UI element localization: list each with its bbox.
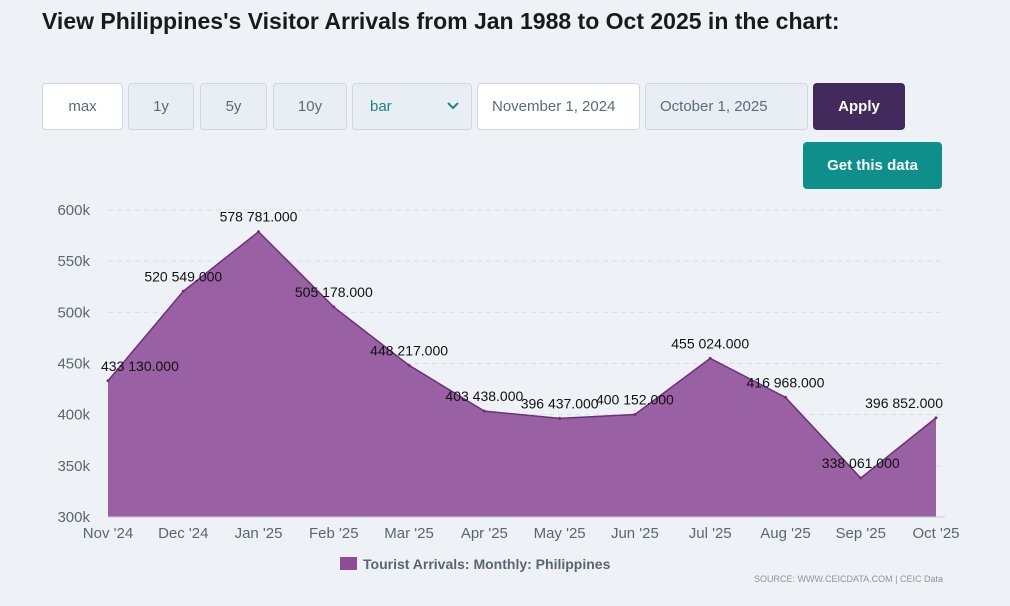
data-point[interactable]	[332, 305, 336, 309]
chart-type-select[interactable]: bar	[352, 83, 472, 130]
y-tick-label: 500k	[57, 304, 90, 321]
series-area-layer	[106, 230, 938, 517]
y-tick-label: 450k	[57, 356, 90, 373]
x-tick-label: Jan '25	[235, 525, 283, 542]
data-point[interactable]	[407, 363, 411, 367]
page-title: View Philippines's Visitor Arrivals from…	[42, 8, 840, 34]
apply-button[interactable]: Apply	[813, 83, 905, 130]
y-tick-label: 550k	[57, 253, 90, 270]
y-axis: 300k 350k 400k 450k 500k 550k 600k	[57, 202, 90, 526]
x-axis: Nov '24 Dec '24 Jan '25 Feb '25 Mar '25 Apr '…	[83, 516, 960, 542]
start-date-input[interactable]: November 1, 2024	[477, 83, 640, 130]
x-tick-label: Nov '24	[83, 525, 133, 542]
x-tick-label: Apr '25	[461, 525, 508, 542]
data-label: 433 130.000	[101, 358, 179, 374]
x-tick-label: Dec '24	[158, 525, 208, 542]
data-point[interactable]	[257, 230, 261, 234]
x-tick-label: Feb '25	[309, 525, 359, 542]
x-tick-label: Jun '25	[611, 525, 659, 542]
range-10y-button[interactable]: 10y	[273, 83, 347, 130]
range-1y-button[interactable]: 1y	[128, 83, 194, 130]
end-date-value: October 1, 2025	[660, 98, 768, 115]
data-labels: 433 130.000 520 549.000 578 781.000 505 178…	[101, 209, 943, 471]
data-point[interactable]	[482, 409, 486, 413]
get-this-data-button[interactable]: Get this data	[803, 142, 942, 189]
data-point[interactable]	[859, 476, 863, 480]
data-label: 455 024.000	[671, 335, 749, 351]
x-tick-label: May '25	[534, 525, 586, 542]
data-point[interactable]	[181, 289, 185, 293]
y-tick-label: 350k	[57, 458, 90, 475]
series-area	[108, 231, 936, 517]
data-label: 396 437.000	[521, 395, 599, 411]
data-point[interactable]	[633, 413, 637, 417]
range-max-button[interactable]: max	[42, 83, 123, 130]
data-label: 448 217.000	[370, 342, 448, 358]
data-label: 338 061.000	[822, 455, 900, 471]
data-point[interactable]	[783, 395, 787, 399]
legend[interactable]: Tourist Arrivals: Monthly: Philippines	[340, 556, 611, 572]
data-label: 396 852.000	[865, 395, 943, 411]
y-tick-label: 400k	[57, 407, 90, 424]
x-tick-label: Sep '25	[836, 525, 886, 542]
x-tick-label: Mar '25	[384, 525, 434, 542]
chart-type-selected-label: bar	[370, 98, 392, 115]
x-tick-label: Jul '25	[689, 525, 732, 542]
series-line	[107, 230, 937, 480]
range-5y-button[interactable]: 5y	[200, 83, 267, 130]
data-label: 505 178.000	[295, 284, 373, 300]
y-tick-label: 300k	[57, 509, 90, 526]
start-date-value: November 1, 2024	[492, 98, 616, 115]
data-point[interactable]	[558, 416, 562, 420]
legend-swatch	[340, 557, 357, 570]
data-label: 400 152.000	[596, 392, 674, 408]
data-point[interactable]	[708, 356, 712, 360]
legend-label: Tourist Arrivals: Monthly: Philippines	[363, 556, 611, 572]
x-tick-label: Aug '25	[760, 525, 810, 542]
chevron-down-icon	[447, 102, 459, 110]
data-label: 520 549.000	[144, 268, 222, 284]
end-date-input[interactable]: October 1, 2025	[645, 83, 808, 130]
data-point[interactable]	[106, 379, 110, 383]
data-label: 403 438.000	[445, 388, 523, 404]
x-tick-label: Oct '25	[912, 525, 959, 542]
data-point[interactable]	[934, 416, 938, 420]
data-label: 416 968.000	[747, 374, 825, 390]
y-tick-label: 600k	[57, 202, 90, 219]
source-credit: SOURCE: WWW.CEICDATA.COM | CEIC Data	[754, 574, 943, 584]
data-label: 578 781.000	[220, 209, 298, 225]
